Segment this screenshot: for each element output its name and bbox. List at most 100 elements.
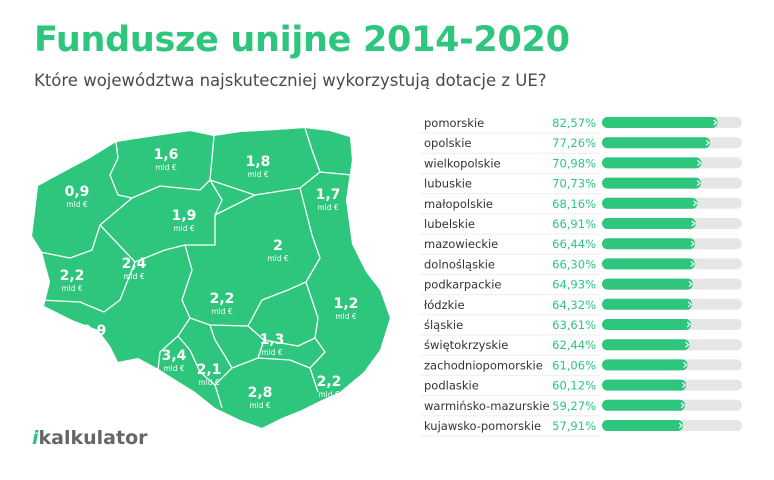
bar-category-label: podlaskie bbox=[424, 379, 479, 393]
bar-category-label: świętokrzyskie bbox=[424, 338, 508, 352]
map-unit-label: mld € bbox=[173, 224, 195, 233]
bar-fill bbox=[602, 359, 688, 371]
bar-category-label: zachodniopomorskie bbox=[424, 358, 543, 372]
bar-row: zachodniopomorskie 61,06% bbox=[420, 358, 742, 376]
page-subtitle: Które województwa najskuteczniej wykorzy… bbox=[34, 71, 547, 90]
map-value-lodzkie: 2,2 bbox=[210, 291, 235, 307]
bar-value-label: 66,44% bbox=[552, 237, 596, 251]
bar-category-label: lubuskie bbox=[424, 177, 472, 191]
bar-chevron-icon bbox=[681, 382, 687, 389]
bar-fill bbox=[602, 197, 698, 209]
map-unit-label: mld € bbox=[261, 348, 283, 357]
bar-category-label: dolnośląskie bbox=[424, 257, 495, 271]
bar-value-label: 64,32% bbox=[552, 298, 596, 312]
bar-chevron-icon bbox=[705, 139, 711, 146]
bar-value-label: 62,44% bbox=[552, 338, 596, 352]
map-unit-label: mld € bbox=[318, 390, 340, 399]
bar-category-label: małopolskie bbox=[424, 197, 493, 211]
bar-value-label: 66,30% bbox=[552, 257, 596, 271]
bar-value-label: 77,26% bbox=[552, 136, 596, 150]
map-value-pomorskie: 1,6 bbox=[154, 147, 179, 163]
bar-row: opolskie 77,26% bbox=[420, 136, 742, 154]
bar-value-label: 66,91% bbox=[552, 217, 596, 231]
map-value-swietokrzyskie: 1,3 bbox=[260, 332, 285, 348]
bar-category-label: warmińsko-mazurskie bbox=[424, 399, 550, 413]
bar-fill bbox=[602, 420, 684, 431]
bar-category-label: kujawsko-pomorskie bbox=[424, 419, 541, 433]
bar-fill bbox=[602, 319, 692, 330]
bar-chevron-icon bbox=[683, 361, 688, 368]
bar-row: lubelskie 66,91% bbox=[420, 217, 742, 235]
bar-row: pomorskie 82,57% bbox=[420, 116, 742, 134]
bar-category-label: lubelskie bbox=[424, 217, 475, 231]
bar-chevron-icon bbox=[696, 159, 702, 166]
bar-category-label: podkarpackie bbox=[424, 278, 501, 292]
bar-chevron-icon bbox=[687, 301, 692, 308]
map-unit-label: mld € bbox=[198, 378, 220, 387]
map-value-zachodniopomorskie: 0,9 bbox=[65, 184, 90, 200]
bar-row: podlaskie 60,12% bbox=[420, 379, 742, 397]
bar-value-label: 70,73% bbox=[552, 177, 596, 191]
bar-row: wielkopolskie 70,98% bbox=[420, 156, 742, 174]
map-value-warminsko-mazurskie: 1,8 bbox=[246, 154, 271, 170]
bar-chevron-icon bbox=[691, 220, 696, 227]
bar-fill bbox=[602, 339, 690, 351]
map-unit-label: mld € bbox=[249, 401, 271, 410]
map-unit-label: mld € bbox=[123, 272, 145, 281]
bar-value-label: 57,91% bbox=[552, 419, 596, 433]
map-value-lubuskie: 2,2 bbox=[60, 268, 85, 284]
map-land bbox=[32, 128, 390, 428]
bar-category-label: śląskie bbox=[424, 318, 463, 332]
map-value-podkarpackie: 2,2 bbox=[317, 374, 342, 390]
bar-row: świętokrzyskie 62,44% bbox=[420, 338, 742, 356]
bar-chevron-icon bbox=[688, 281, 693, 288]
bar-chevron-icon bbox=[696, 180, 701, 187]
bar-chevron-icon bbox=[680, 402, 685, 409]
bar-fill bbox=[602, 379, 687, 391]
logo-text: kalkulator bbox=[38, 427, 148, 449]
bar-category-label: pomorskie bbox=[424, 116, 484, 130]
bar-fill bbox=[602, 298, 693, 310]
logo-mark: i bbox=[32, 427, 39, 449]
map-value-podlaskie: 1,7 bbox=[316, 187, 341, 203]
bar-fill bbox=[602, 258, 695, 270]
bar-value-label: 63,61% bbox=[552, 318, 596, 332]
map-value-mazowieckie: 2 bbox=[273, 238, 283, 254]
bar-category-label: łódzkie bbox=[424, 298, 465, 312]
map-unit-label: mld € bbox=[83, 339, 105, 348]
map-value-opolskie: 3,4 bbox=[162, 348, 187, 364]
bar-value-label: 64,93% bbox=[552, 278, 596, 292]
map-unit-label: mld € bbox=[66, 200, 88, 209]
bar-row: łódzkie 64,32% bbox=[420, 298, 742, 316]
bar-value-label: 59,27% bbox=[552, 399, 596, 413]
page-title: Fundusze unijne 2014-2020 bbox=[34, 20, 570, 60]
bar-value-label: 61,06% bbox=[552, 358, 596, 372]
bar-chevron-icon bbox=[713, 119, 718, 126]
bar-category-label: opolskie bbox=[424, 136, 472, 150]
ikalkulator-logo: ikalkulator bbox=[32, 427, 148, 449]
bar-fill bbox=[602, 278, 693, 290]
map-value-lubelskie: 1,2 bbox=[334, 296, 359, 312]
map-value-wielkopolskie: 2,4 bbox=[122, 256, 147, 272]
bar-chevron-icon bbox=[685, 341, 690, 348]
bar-row: mazowieckie 66,44% bbox=[420, 237, 742, 255]
bar-value-label: 68,16% bbox=[552, 197, 596, 211]
bar-fill bbox=[602, 157, 702, 169]
map-value-dolnoslaskie: 0,9 bbox=[82, 323, 107, 339]
bar-row: lubuskie 70,73% bbox=[420, 177, 742, 195]
map-unit-label: mld € bbox=[247, 170, 269, 179]
bar-row: kujawsko-pomorskie 57,91% bbox=[420, 419, 742, 437]
voivodeship-borders bbox=[39, 128, 353, 409]
bar-chevron-icon bbox=[693, 200, 698, 207]
map-unit-label: mld € bbox=[317, 203, 339, 212]
bar-fill bbox=[602, 399, 685, 411]
bar-fill bbox=[602, 238, 696, 250]
bar-row: warmińsko-mazurskie 59,27% bbox=[420, 399, 742, 417]
map-value-slaskie: 2,1 bbox=[197, 362, 222, 378]
map-unit-label: mld € bbox=[211, 307, 233, 316]
bar-row: dolnośląskie 66,30% bbox=[420, 257, 742, 275]
map-unit-label: mld € bbox=[267, 254, 289, 263]
map-unit-label: mld € bbox=[335, 312, 357, 321]
